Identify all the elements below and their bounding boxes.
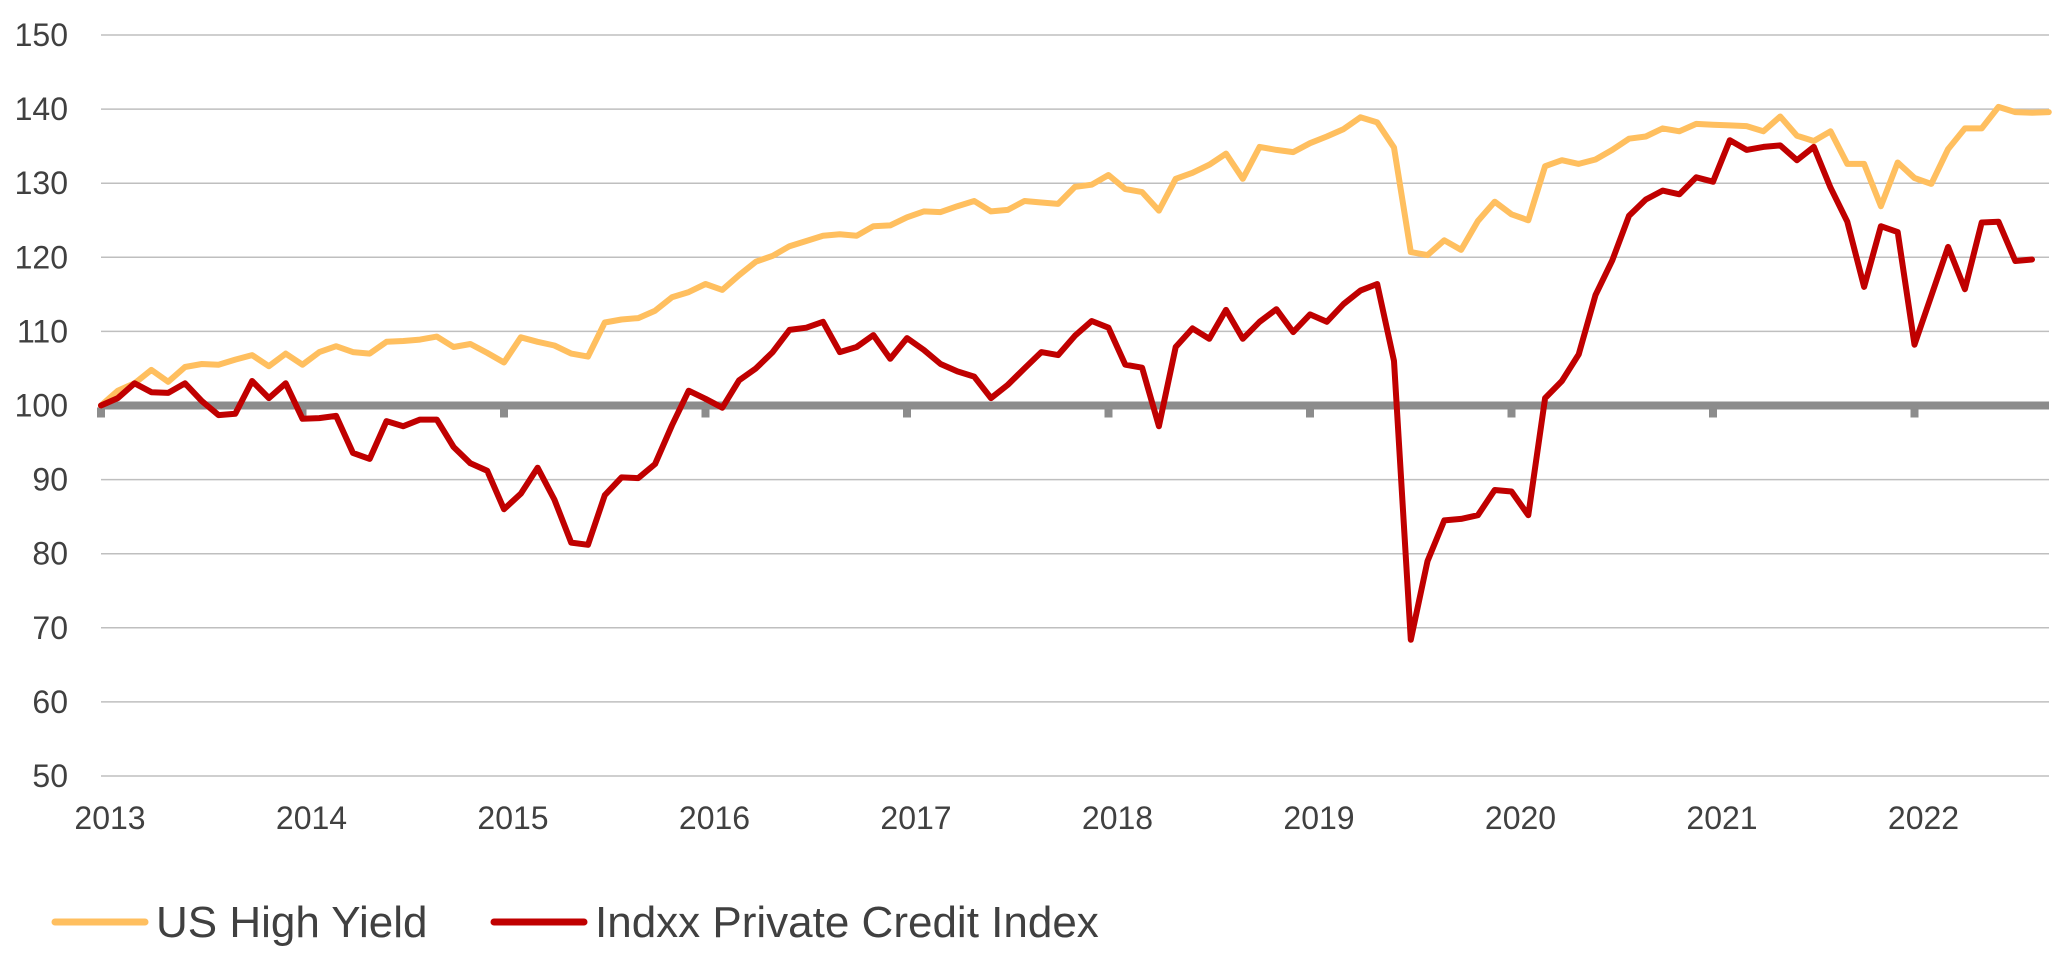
x-tick-label: 2021 — [1686, 800, 1757, 836]
y-tick-label: 130 — [15, 165, 68, 201]
x-tick-label: 2022 — [1888, 800, 1959, 836]
x-tick-mark — [1507, 407, 1516, 418]
series-line-us-high-yield — [98, 103, 2052, 409]
series-line-indxx-private-credit — [98, 137, 2035, 643]
y-tick-label: 80 — [32, 536, 68, 572]
x-tick-label: 2017 — [880, 800, 951, 836]
x-tick-label: 2013 — [74, 800, 145, 836]
series-lines — [98, 103, 2052, 643]
y-tick-label: 60 — [32, 684, 68, 720]
y-tick-label: 90 — [32, 462, 68, 498]
x-tick-mark — [500, 407, 508, 418]
legend-label-indxx-private-credit: Indxx Private Credit Index — [595, 898, 1099, 947]
x-tick-mark — [1709, 407, 1717, 418]
y-tick-label: 100 — [15, 388, 68, 424]
x-tick-mark — [1104, 407, 1113, 418]
legend: US High Yield Indxx Private Credit Index — [51, 898, 1099, 947]
x-tick-label: 2019 — [1283, 800, 1354, 836]
x-tick-label: 2015 — [477, 800, 548, 836]
x-tick-label: 2020 — [1485, 800, 1556, 836]
baseline-100 — [97, 401, 2049, 418]
gridlines — [101, 34, 2049, 777]
x-tick-mark — [701, 407, 710, 418]
legend-label-us-high-yield: US High Yield — [156, 898, 427, 947]
y-tick-label: 120 — [15, 239, 68, 275]
y-tick-label: 110 — [17, 313, 68, 349]
x-tick-mark — [1910, 407, 1919, 418]
y-tick-label: 140 — [15, 91, 68, 127]
y-tick-label: 50 — [32, 758, 68, 794]
y-tick-label: 150 — [15, 17, 68, 53]
x-tick-mark — [903, 407, 911, 418]
x-tick-mark — [1306, 407, 1314, 418]
x-tick-label: 2018 — [1082, 800, 1153, 836]
x-tick-label: 2016 — [679, 800, 750, 836]
x-tick-mark — [97, 407, 105, 418]
x-axis-tick-labels: 2013 2014 2015 2016 2017 2018 2019 2020 2021 2022 — [74, 800, 1959, 836]
y-tick-label: 70 — [32, 610, 68, 646]
x-tick-label: 2014 — [276, 800, 347, 836]
y-axis-tick-labels: 50 60 70 80 90 100 110 120 130 140 150 — [15, 17, 68, 794]
